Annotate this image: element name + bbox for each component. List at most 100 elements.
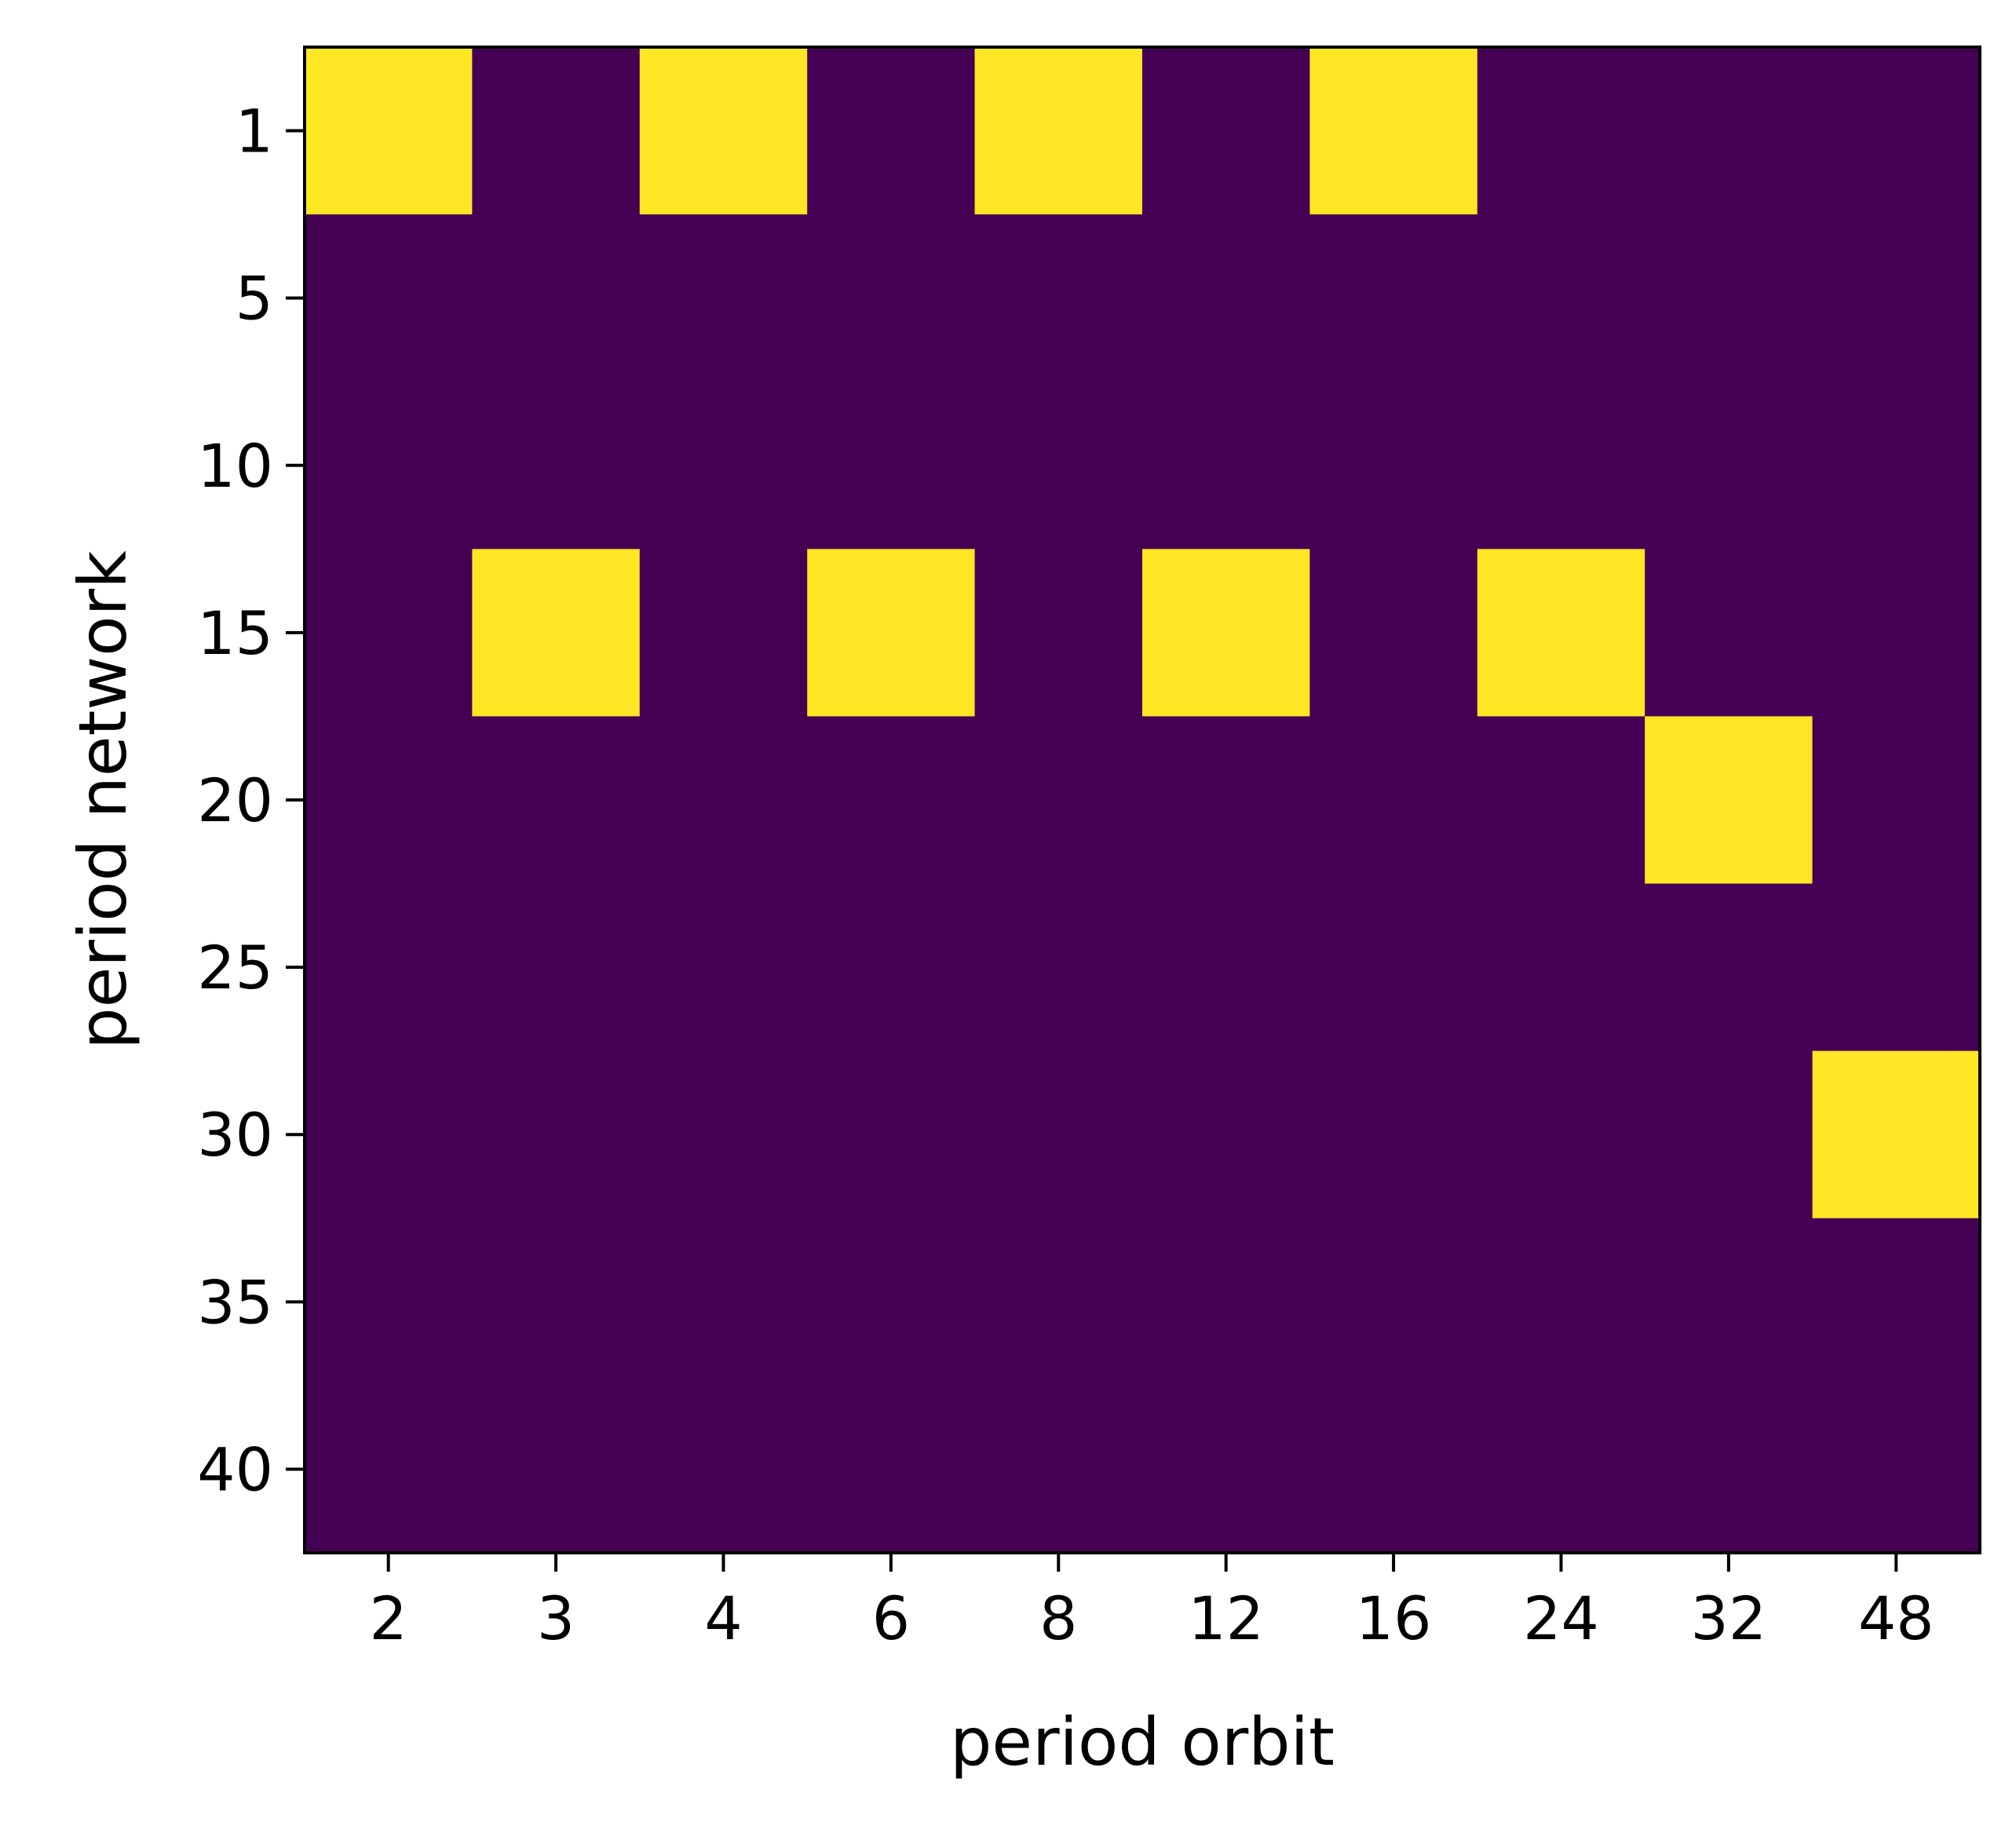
- heatmap-cell: [639, 883, 808, 1052]
- x-tick-label: 24: [1523, 1583, 1599, 1653]
- heatmap-cell: [1645, 1385, 1813, 1554]
- heatmap-cell: [1142, 549, 1310, 718]
- x-tick-label: 6: [872, 1583, 910, 1653]
- heatmap-cell: [1645, 47, 1813, 215]
- heatmap-cell: [1645, 214, 1813, 382]
- y-tick-label: 25: [197, 933, 273, 1002]
- heatmap-cell: [1645, 549, 1813, 718]
- heatmap-cell: [807, 1218, 976, 1386]
- heatmap-cell: [1309, 716, 1478, 885]
- heatmap-cell: [1309, 883, 1478, 1052]
- heatmap-cell: [974, 1218, 1143, 1386]
- heatmap-cell: [1309, 47, 1478, 215]
- heatmap-cell: [1309, 549, 1478, 718]
- heatmap-cell: [305, 549, 473, 718]
- heatmap-cell: [1477, 214, 1645, 382]
- heatmap-cell: [1812, 883, 1981, 1052]
- heatmap-cell: [305, 883, 473, 1052]
- heatmap-cell: [1812, 47, 1981, 215]
- heatmap-cell: [472, 1050, 641, 1219]
- heatmap-cell: [1142, 716, 1310, 885]
- y-tick-label: 1: [236, 97, 273, 166]
- heatmap-cell: [807, 47, 976, 215]
- x-tick-label: 8: [1039, 1583, 1077, 1653]
- y-tick-label: 20: [197, 765, 273, 835]
- heatmap-cells: [305, 47, 1981, 1554]
- heatmap-cell: [1812, 1218, 1981, 1386]
- x-tick-label: 4: [704, 1583, 742, 1653]
- heatmap-cell: [974, 382, 1143, 550]
- heatmap-cell: [305, 1218, 473, 1386]
- heatmap-cell: [305, 214, 473, 382]
- x-tick-label: 12: [1188, 1583, 1264, 1653]
- heatmap-cell: [639, 1218, 808, 1386]
- x-tick-label: 3: [537, 1583, 575, 1653]
- heatmap-cell: [974, 549, 1143, 718]
- heatmap-cell: [807, 883, 976, 1052]
- heatmap-cell: [1645, 716, 1813, 885]
- y-tick-label: 5: [236, 264, 273, 334]
- heatmap-cell: [807, 382, 976, 550]
- x-axis: 2 3 4 6 8 12 16 24 32 48: [370, 1553, 1934, 1653]
- heatmap-cell: [1142, 883, 1310, 1052]
- heatmap-cell: [639, 1385, 808, 1554]
- heatmap-cell: [1812, 382, 1981, 550]
- heatmap-cell: [1142, 214, 1310, 382]
- heatmap-cell: [1142, 1050, 1310, 1219]
- heatmap-cell: [1812, 1050, 1981, 1219]
- heatmap-cell: [1477, 716, 1645, 885]
- heatmap-cell: [472, 883, 641, 1052]
- y-axis-label: period network: [64, 550, 141, 1050]
- heatmap-cell: [1477, 1218, 1645, 1386]
- heatmap-cell: [1309, 382, 1478, 550]
- heatmap-cell: [807, 549, 976, 718]
- heatmap-cell: [1142, 1385, 1310, 1554]
- heatmap-cell: [1477, 883, 1645, 1052]
- heatmap-cell: [1812, 549, 1981, 718]
- heatmap-cell: [1477, 1050, 1645, 1219]
- heatmap-cell: [1812, 214, 1981, 382]
- heatmap-cell: [639, 382, 808, 550]
- heatmap-cell: [807, 716, 976, 885]
- heatmap-cell: [472, 1218, 641, 1386]
- heatmap-cell: [639, 47, 808, 215]
- heatmap-cell: [1309, 1385, 1478, 1554]
- heatmap-cell: [1142, 382, 1310, 550]
- heatmap-cell: [1645, 883, 1813, 1052]
- heatmap-cell: [1477, 47, 1645, 215]
- heatmap-cell: [639, 1050, 808, 1219]
- heatmap-cell: [1812, 1385, 1981, 1554]
- heatmap-cell: [472, 1385, 641, 1554]
- heatmap-cell: [639, 214, 808, 382]
- heatmap-cell: [1142, 47, 1310, 215]
- heatmap-cell: [1477, 382, 1645, 550]
- heatmap-cell: [472, 214, 641, 382]
- heatmap-cell: [472, 716, 641, 885]
- heatmap-cell: [1309, 1050, 1478, 1219]
- heatmap-cell: [1812, 716, 1981, 885]
- x-axis-label: period orbit: [950, 1704, 1335, 1780]
- heatmap-cell: [305, 1385, 473, 1554]
- heatmap-cell: [1309, 214, 1478, 382]
- heatmap-cell: [305, 47, 473, 215]
- heatmap-cell: [1645, 382, 1813, 550]
- x-tick-label: 2: [370, 1583, 407, 1653]
- heatmap-cell: [974, 883, 1143, 1052]
- heatmap-cell: [639, 549, 808, 718]
- heatmap-cell: [472, 382, 641, 550]
- heatmap-cell: [472, 549, 641, 718]
- heatmap-cell: [305, 1050, 473, 1219]
- x-tick-label: 32: [1691, 1583, 1767, 1653]
- heatmap-cell: [1477, 549, 1645, 718]
- heatmap-cell: [807, 1050, 976, 1219]
- y-tick-label: 40: [197, 1434, 273, 1504]
- heatmap-cell: [305, 382, 473, 550]
- heatmap-cell: [639, 716, 808, 885]
- heatmap-cell: [1309, 1218, 1478, 1386]
- y-tick-label: 35: [197, 1267, 273, 1337]
- y-tick-label: 10: [197, 431, 273, 501]
- heatmap-cell: [1477, 1385, 1645, 1554]
- y-tick-label: 15: [197, 598, 273, 668]
